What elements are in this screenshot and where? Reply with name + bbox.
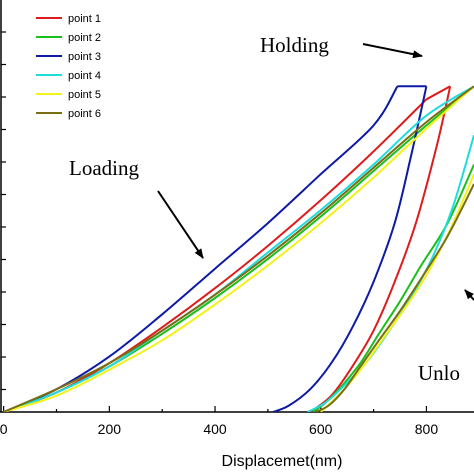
legend-label: point 6: [68, 108, 101, 120]
legend: point 1 point 2 point 3 point 4 point 5 point…: [36, 13, 101, 120]
annotation-unloading: Unlo: [418, 361, 460, 385]
x-tick-label: 400: [203, 421, 227, 437]
y-axis-ticks: [1, 31, 6, 391]
series-5-loading-line: [3, 85, 474, 412]
loading-arrow: [157, 190, 204, 259]
x-tick-label: 600: [309, 421, 333, 437]
legend-label: point 5: [68, 89, 101, 101]
series-layer: [3, 85, 474, 412]
legend-label: point 2: [68, 32, 101, 44]
annotation-holding: Holding: [260, 33, 329, 57]
series-4-loading-line: [3, 85, 474, 412]
legend-label: point 4: [68, 70, 101, 82]
series-3-unloading-line: [272, 86, 428, 412]
series-3-loading-line: [3, 85, 399, 412]
series-6-loading-line: [3, 85, 474, 412]
holding-arrow: [362, 43, 423, 59]
x-axis-title: Displacemet(nm): [222, 453, 343, 470]
series-1-unloading-line: [309, 86, 452, 412]
series-1-holding-line: [425, 85, 451, 101]
legend-label: point 3: [68, 51, 101, 63]
annotation-loading: Loading: [69, 156, 139, 180]
legend-label: point 1: [68, 13, 101, 25]
x-tick-label: 200: [98, 421, 122, 437]
series-6-unloading-line: [315, 183, 474, 412]
x-tick-label: 800: [415, 421, 439, 437]
unloading-arrow: [464, 289, 474, 301]
x-axis-ticks: 0 200 400 600 800: [0, 406, 438, 437]
x-tick-label: 0: [0, 421, 8, 437]
